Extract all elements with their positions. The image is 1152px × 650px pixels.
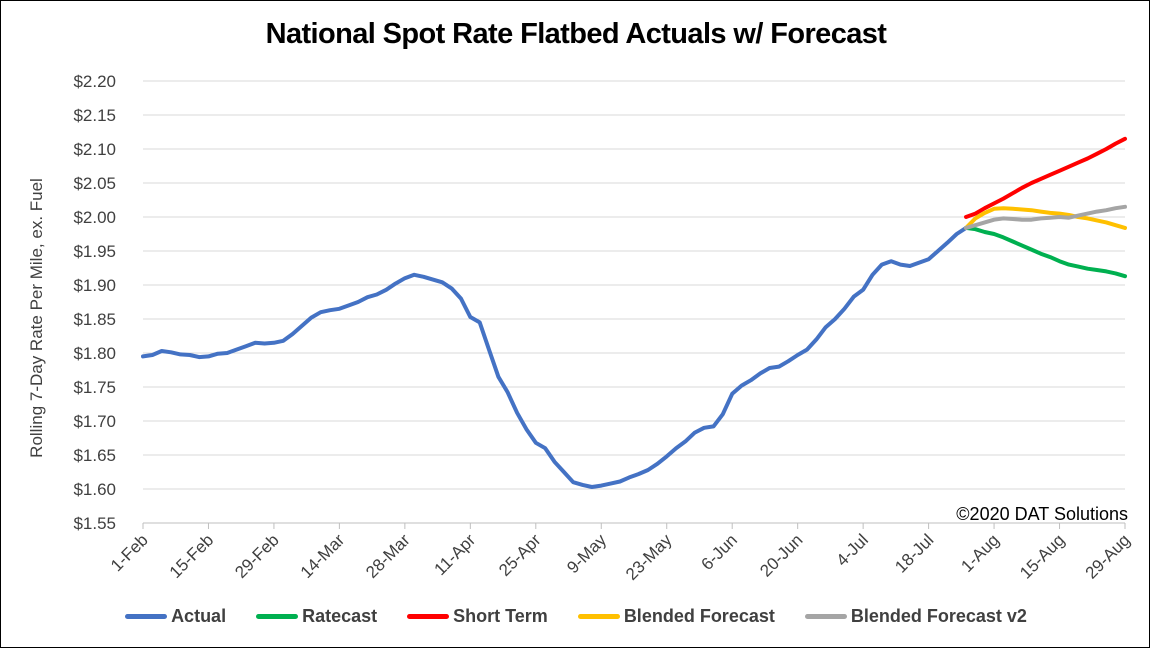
legend-item-blended-forecast: Blended Forecast	[577, 606, 775, 627]
gridlines	[143, 80, 1125, 490]
x-tick-label: 14-Mar	[297, 530, 349, 582]
y-tick-label: $2.00	[73, 208, 116, 227]
y-tick-label: $1.85	[73, 310, 116, 329]
legend-item-actual: Actual	[125, 606, 226, 627]
y-tick-label: $2.10	[73, 140, 116, 159]
y-tick-label: $1.90	[73, 276, 116, 295]
x-tick-label: 6-Jun	[698, 530, 742, 574]
x-tick-label: 28-Mar	[362, 530, 414, 582]
series-line-blended-forecast	[964, 206, 1127, 230]
x-tick-label: 15-Aug	[1016, 530, 1068, 582]
chart-title: National Spot Rate Flatbed Actuals w/ Fo…	[265, 18, 887, 50]
y-tick-label: $2.20	[73, 72, 116, 91]
y-tick-label: $2.15	[73, 106, 116, 125]
series-line-ratecast	[964, 225, 1127, 279]
y-tick-label: $1.60	[73, 480, 116, 499]
x-tick-label: 18-Jul	[891, 530, 937, 576]
y-tick-label: $1.95	[73, 242, 116, 261]
y-tick-label: $1.80	[73, 344, 116, 363]
x-tick-label: 9-May	[563, 530, 610, 577]
legend-item-blended-forecast-v2: Blended Forecast v2	[804, 606, 1027, 627]
legend-swatch	[125, 614, 168, 619]
y-tick-label: $1.75	[73, 378, 116, 397]
series-line-actual	[141, 225, 968, 489]
x-tick-label: 23-May	[622, 530, 676, 584]
y-tick-label: $1.55	[73, 514, 116, 533]
legend-label: Actual	[171, 606, 227, 626]
x-tick-label: 20-Jun	[756, 530, 806, 580]
legend-swatch	[804, 614, 847, 619]
x-tick-label: 29-Aug	[1082, 530, 1134, 582]
y-tick-label: $2.05	[73, 174, 116, 193]
x-tick-label: 4-Jul	[832, 530, 871, 569]
legend-swatch	[256, 614, 299, 619]
x-tick-label: 11-Apr	[431, 530, 480, 579]
legend-item-short-term: Short Term	[407, 606, 548, 627]
legend-label: Short Term	[453, 606, 548, 626]
copyright-annotation: ©2020 DAT Solutions	[956, 504, 1128, 524]
y-tick-label: $1.65	[73, 446, 116, 465]
series-lines	[141, 136, 1127, 489]
legend-swatch	[577, 614, 620, 619]
legend-item-ratecast: Ratecast	[256, 606, 377, 627]
legend-label: Blended Forecast v2	[850, 606, 1027, 626]
chart-legend: Actual Ratecast Short Term Blended Forecast…	[0, 606, 1152, 627]
y-tick-label: $1.70	[73, 412, 116, 431]
legend-label: Ratecast	[302, 606, 378, 626]
legend-swatch	[407, 614, 450, 619]
x-tick-label: 1-Aug	[957, 530, 1003, 576]
x-tick-label: 1-Feb	[107, 530, 152, 575]
x-tick-label: 25-Apr	[495, 530, 545, 580]
series-line-short-term	[964, 136, 1127, 219]
x-tick-label: 15-Feb	[166, 530, 218, 582]
legend-label: Blended Forecast	[623, 606, 775, 626]
x-tick-label: 29-Feb	[231, 530, 283, 582]
y-axis-label: Rolling 7-Day Rate Per Mile, ex. Fuel	[27, 178, 46, 458]
series-line-blended-forecast-v2	[964, 204, 1127, 230]
